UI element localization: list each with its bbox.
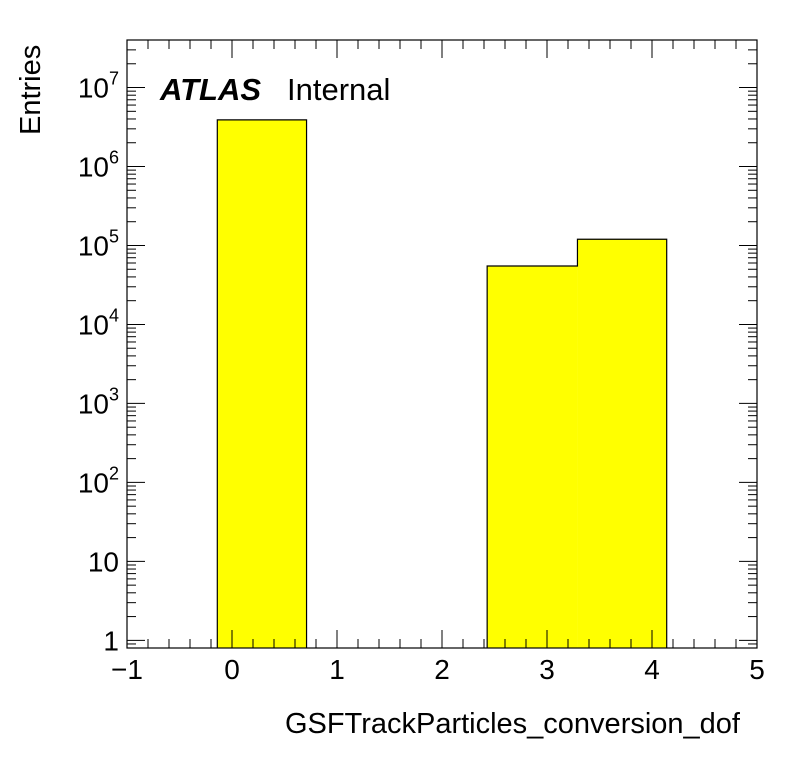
x-tick-label: 5 — [749, 654, 765, 685]
y-tick-label: 105 — [78, 226, 119, 261]
x-tick-label: 0 — [224, 654, 240, 685]
y-tick-label: 10 — [88, 546, 119, 577]
plot-frame — [126, 39, 758, 649]
x-tick-label: 2 — [434, 654, 450, 685]
x-axis-title: GSFTrackParticles_conversion_dof — [285, 708, 741, 740]
x-tick-label: 4 — [644, 654, 660, 685]
x-tick-label: 1 — [329, 654, 345, 685]
y-tick-label: 106 — [78, 148, 119, 183]
y-tick-label: 104 — [78, 305, 119, 340]
x-tick-label: −1 — [111, 654, 143, 685]
atlas-label: ATLAS — [159, 72, 261, 107]
x-tick-label: 3 — [539, 654, 555, 685]
bins-layer — [216, 119, 668, 649]
y-tick-label: 107 — [78, 69, 119, 104]
y-axis-title: Entries — [15, 45, 47, 135]
y-tick-label: 103 — [78, 384, 119, 419]
internal-label: Internal — [287, 72, 390, 107]
histogram-bin-0 — [217, 119, 307, 649]
histogram-bin-1 — [487, 265, 578, 648]
histogram-bin-2 — [577, 239, 667, 648]
y-tick-label: 1 — [103, 625, 119, 656]
tick-labels-layer: −1 0 1 2 3 4 5 1 10 102 103 104 105 106 107 — [78, 69, 765, 685]
histogram-outline — [216, 119, 668, 648]
y-tick-label: 102 — [78, 463, 119, 498]
